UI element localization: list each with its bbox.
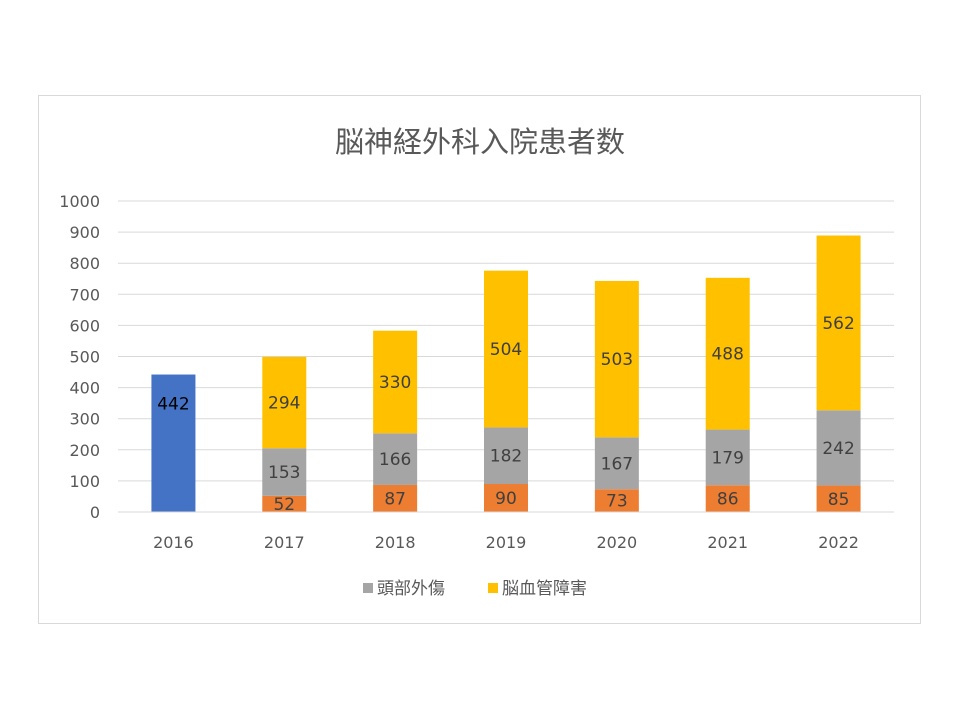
data-label-2018-0: 87 bbox=[384, 489, 406, 509]
y-tick-label: 200 bbox=[69, 441, 100, 460]
bar-segment-2020-2 bbox=[594, 280, 639, 438]
x-tick-label: 2021 bbox=[707, 533, 748, 552]
bar-segment-2017-1 bbox=[262, 448, 307, 496]
x-tick-label: 2019 bbox=[486, 533, 527, 552]
bar-segment-2017-0 bbox=[262, 495, 307, 512]
bar-segment-2017-2 bbox=[262, 356, 307, 449]
y-tick-label: 400 bbox=[69, 379, 100, 398]
bar-segment-2019-0 bbox=[484, 484, 528, 512]
chart-frame bbox=[38, 95, 921, 624]
bar-segment-2020-1 bbox=[594, 437, 639, 490]
y-tick-label: 900 bbox=[69, 223, 100, 242]
bar-segment-2021-2 bbox=[705, 277, 750, 430]
x-tick-label: 2017 bbox=[264, 533, 305, 552]
y-tick-label: 800 bbox=[69, 254, 100, 273]
data-label-2020-2: 503 bbox=[601, 350, 633, 370]
bar-segment-2021-1 bbox=[705, 429, 750, 486]
data-label-2022-1: 242 bbox=[822, 439, 854, 459]
y-tick-label: 500 bbox=[69, 348, 100, 367]
data-label-2022-0: 85 bbox=[828, 490, 850, 510]
bar-segment-2019-1 bbox=[484, 427, 528, 485]
bar-segment-2019-2 bbox=[484, 270, 528, 428]
data-label-2019-1: 182 bbox=[490, 447, 522, 467]
chart-title: 脳神経外科入院患者数 bbox=[335, 125, 625, 159]
bar-segment-2022-1 bbox=[816, 410, 861, 486]
legend-label: 頭部外傷 bbox=[377, 579, 445, 599]
legend-swatch bbox=[488, 583, 498, 593]
data-label-2017-2: 294 bbox=[268, 394, 300, 414]
x-axis: 2016 2017 2018 2019 2020 2021 2022 bbox=[118, 511, 894, 552]
x-tick-label: 2018 bbox=[375, 533, 416, 552]
bar-segment-2020-0 bbox=[594, 489, 639, 512]
data-label-2021-1: 179 bbox=[711, 448, 743, 468]
data-label-2019-0: 90 bbox=[495, 489, 517, 509]
y-tick-label: 100 bbox=[69, 472, 100, 491]
bar-2016-total bbox=[151, 374, 196, 512]
data-label-2017-0: 52 bbox=[273, 495, 295, 515]
data-label-2017-1: 153 bbox=[268, 463, 300, 483]
data-label-2016: 442 bbox=[157, 395, 189, 415]
bar-segment-2022-0 bbox=[816, 485, 861, 512]
bar-segment-2018-2 bbox=[373, 330, 418, 434]
data-label-2020-0: 73 bbox=[606, 492, 628, 512]
bar-segment-2021-0 bbox=[705, 485, 750, 512]
y-axis: 0 100 200 300 400 500 600 700 800 900 1000 bbox=[59, 192, 100, 522]
y-tick-label: 1000 bbox=[59, 192, 100, 211]
x-tick-label: 2016 bbox=[153, 533, 194, 552]
bars bbox=[151, 235, 861, 512]
data-label-2021-2: 488 bbox=[711, 345, 743, 365]
data-label-2018-2: 330 bbox=[379, 373, 411, 393]
y-tick-label: 700 bbox=[69, 285, 100, 304]
bar-segment-2018-0 bbox=[373, 484, 418, 512]
data-labels: 442 52 153 294 87 166 330 90 182 504 73 167 503 86 179… bbox=[157, 314, 855, 515]
data-label-2021-0: 86 bbox=[717, 490, 739, 510]
data-label-2020-1: 167 bbox=[601, 454, 633, 474]
data-label-2022-2: 562 bbox=[822, 314, 854, 334]
legend-label: 脳血管障害 bbox=[502, 579, 587, 599]
x-tick-label: 2022 bbox=[818, 533, 859, 552]
y-tick-label: 0 bbox=[90, 503, 100, 522]
data-label-2019-2: 504 bbox=[490, 340, 522, 360]
y-tick-label: 300 bbox=[69, 410, 100, 429]
bar-segment-2018-1 bbox=[373, 433, 418, 485]
legend-swatch bbox=[363, 583, 373, 593]
y-tick-label: 600 bbox=[69, 316, 100, 335]
bar-segment-2022-2 bbox=[816, 235, 861, 411]
x-tick-label: 2020 bbox=[596, 533, 637, 552]
data-label-2018-1: 166 bbox=[379, 450, 411, 470]
legend: 頭部外傷 脳血管障害 bbox=[363, 579, 587, 599]
